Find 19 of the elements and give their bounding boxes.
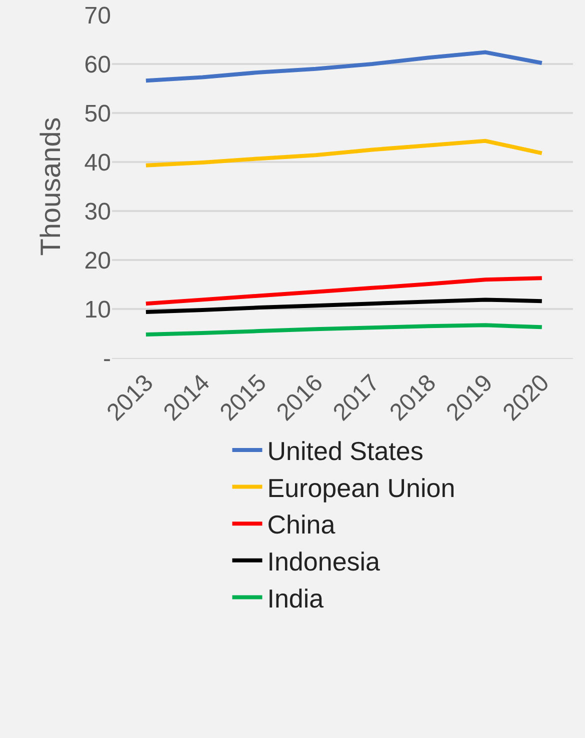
y-tick-label: 50 [84, 100, 111, 128]
line-series [144, 138, 544, 168]
line-series [144, 323, 544, 336]
y-tick-label: 30 [84, 198, 111, 226]
legend-label: Indonesia [267, 546, 381, 577]
line-series [144, 50, 544, 83]
legend-label: India [267, 583, 324, 614]
y-tick-label: - [103, 345, 111, 372]
legend-label: China [267, 510, 336, 540]
y-tick-label: 60 [84, 51, 111, 78]
y-tick-label: 40 [84, 149, 111, 176]
y-tick-label: 10 [84, 296, 111, 324]
y-axis-title: Thousands [34, 117, 66, 256]
line-series [144, 298, 544, 314]
legend-label: United States [267, 436, 424, 466]
y-tick-label: 20 [84, 247, 111, 274]
line-series [144, 276, 544, 306]
y-tick-label: 70 [84, 2, 111, 30]
legend-label: European Union [267, 472, 456, 503]
